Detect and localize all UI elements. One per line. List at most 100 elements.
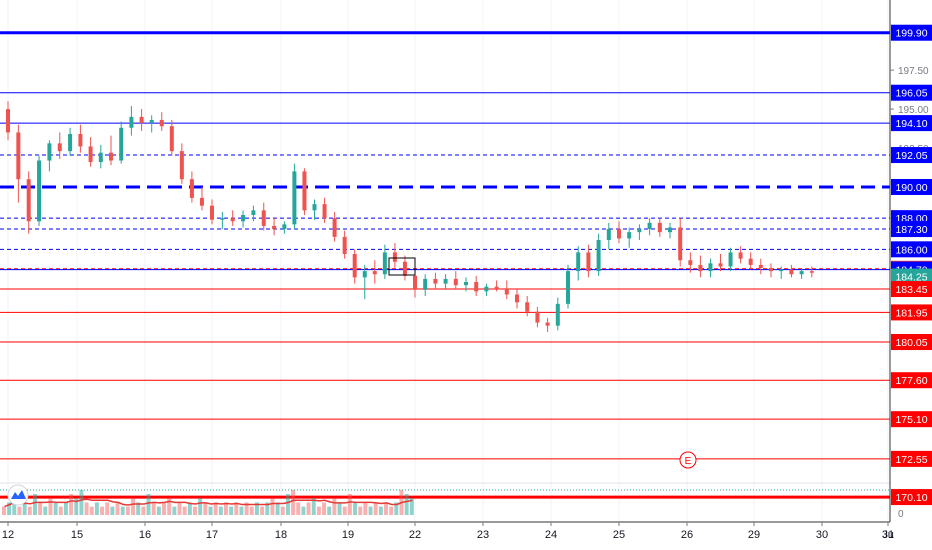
- event-marker[interactable]: E: [679, 451, 697, 469]
- volume-bar: [17, 506, 22, 515]
- candle-body: [169, 126, 174, 152]
- price-label: 172.55: [895, 454, 927, 466]
- candle-body: [68, 134, 73, 152]
- candle-body: [433, 278, 438, 284]
- time-tick-label: 19: [342, 529, 354, 541]
- volume-bar: [105, 502, 110, 515]
- price-label-box: [891, 281, 932, 298]
- candle-body: [769, 268, 773, 272]
- volume-bar: [131, 498, 136, 515]
- price-label: 170.10: [895, 492, 927, 504]
- candle-body: [220, 218, 225, 220]
- volume-bar: [291, 489, 296, 515]
- candle-body: [402, 261, 407, 276]
- candle-body: [37, 160, 42, 222]
- volume-bar: [208, 506, 213, 515]
- price-label-box: [891, 450, 932, 467]
- candle-body: [525, 302, 530, 312]
- candle-body: [282, 224, 287, 230]
- time-tick-label: 24: [545, 529, 557, 541]
- volume-bar: [332, 498, 337, 515]
- volume-bar: [244, 502, 249, 515]
- candle-body: [78, 134, 83, 147]
- candle-body: [332, 218, 337, 237]
- volume-bar: [7, 502, 12, 515]
- volume-bar: [409, 498, 414, 515]
- volume-bar: [337, 502, 342, 515]
- consolidation-box: [388, 257, 416, 276]
- price-label-box: [891, 178, 932, 195]
- volume-bar: [322, 502, 327, 515]
- volume-bar: [2, 506, 6, 515]
- time-tick-label: 17: [206, 529, 218, 541]
- candle-body: [26, 179, 31, 222]
- volume-bar: [327, 506, 332, 515]
- volume-bar: [213, 502, 218, 515]
- volume-bar: [218, 506, 223, 515]
- candle-body: [302, 171, 307, 211]
- candle-body: [708, 263, 713, 272]
- volume-bar: [193, 506, 197, 515]
- candle-body: [657, 222, 662, 233]
- candle-body: [779, 269, 784, 272]
- volume-bar: [58, 506, 63, 515]
- time-tick-label: 30: [816, 529, 828, 541]
- volume-bar: [260, 506, 265, 515]
- candle-body: [545, 322, 550, 326]
- volume-bar: [389, 506, 394, 515]
- volume-bar: [270, 498, 275, 515]
- price-label-box: [891, 372, 932, 389]
- candle-body: [362, 271, 367, 278]
- volume-bar: [296, 502, 301, 515]
- candle-body: [748, 258, 753, 265]
- candle-body: [617, 229, 621, 239]
- candle-body: [606, 229, 611, 240]
- candle-body: [668, 227, 672, 233]
- candle-body: [576, 252, 581, 272]
- candle-body: [261, 210, 266, 226]
- time-tick-label: 12: [2, 529, 14, 541]
- price-label: 175.10: [895, 414, 927, 426]
- price-label: 199.90: [895, 28, 927, 40]
- earnings-event-icon[interactable]: [679, 451, 697, 469]
- price-label-box: [891, 489, 932, 506]
- volume-bar: [94, 502, 99, 515]
- candle-body: [718, 263, 723, 267]
- volume-bar: [32, 494, 37, 515]
- volume-bar: [22, 502, 27, 515]
- price-label-box: [891, 334, 932, 351]
- time-tick-label: 29: [748, 529, 760, 541]
- price-label: 196.05: [895, 88, 927, 100]
- candle-body: [392, 252, 397, 262]
- price-axis[interactable]: 197.50195.00192.50199.90196.05194.10192.…: [890, 24, 932, 520]
- candle-body: [596, 239, 601, 272]
- candle-body: [504, 288, 509, 295]
- price-label: 183.45: [895, 284, 927, 296]
- price-label: 180.05: [895, 337, 927, 349]
- candles: [6, 101, 814, 332]
- candle-body: [88, 146, 93, 163]
- volume-bar: [316, 506, 321, 515]
- time-tick-label: 26: [681, 529, 693, 541]
- volume-bar: [172, 506, 177, 515]
- candle-body: [139, 116, 144, 124]
- candle-body: [16, 132, 21, 180]
- volume-bar: [347, 494, 352, 515]
- candle-body: [119, 127, 124, 161]
- volume-bar: [100, 506, 105, 515]
- candle-body: [189, 179, 194, 198]
- candle-body: [484, 286, 489, 292]
- candle-body: [423, 278, 428, 290]
- candle-body: [6, 109, 10, 133]
- candle-body: [535, 311, 540, 323]
- volume-bar: [187, 502, 192, 515]
- candle-body: [352, 253, 357, 278]
- candle-body: [312, 204, 317, 211]
- candle-body: [241, 215, 246, 222]
- price-label: 194.10: [895, 118, 927, 130]
- time-tick-label: 18: [275, 529, 287, 541]
- candle-body: [413, 275, 417, 290]
- price-label: 184.25: [895, 272, 927, 284]
